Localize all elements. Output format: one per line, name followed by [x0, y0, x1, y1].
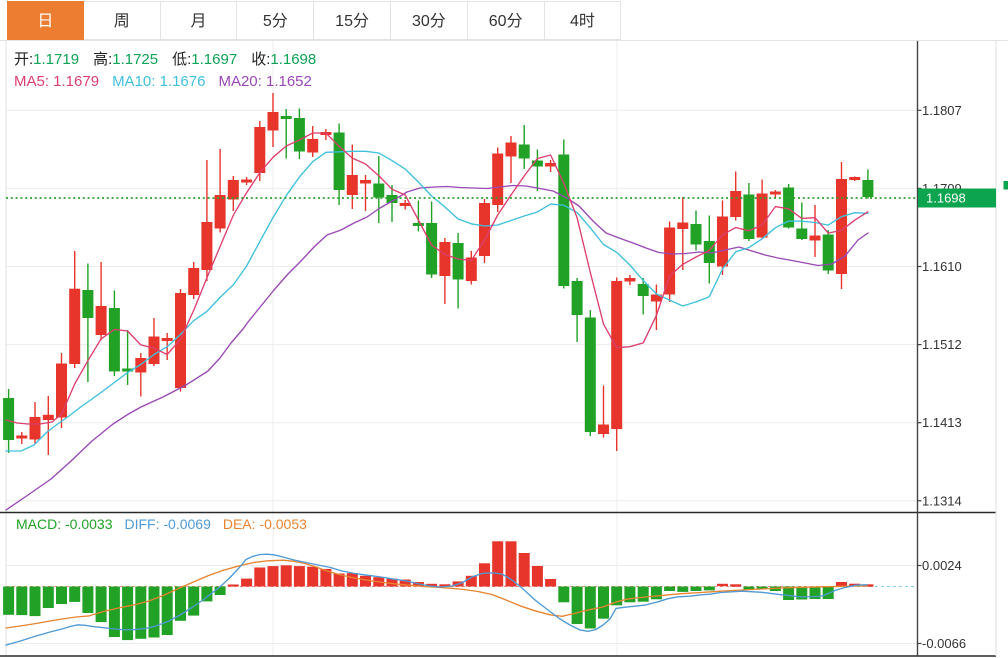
svg-text:-0.0066: -0.0066 [922, 636, 966, 651]
svg-text:1.1413: 1.1413 [922, 415, 962, 430]
svg-text:1.1698: 1.1698 [926, 191, 966, 206]
svg-text:1.1512: 1.1512 [922, 337, 962, 352]
svg-text:1.1314: 1.1314 [922, 493, 962, 508]
svg-text:1.1807: 1.1807 [922, 103, 962, 118]
svg-text:0.0024: 0.0024 [922, 558, 962, 573]
svg-text:1.1610: 1.1610 [922, 259, 962, 274]
